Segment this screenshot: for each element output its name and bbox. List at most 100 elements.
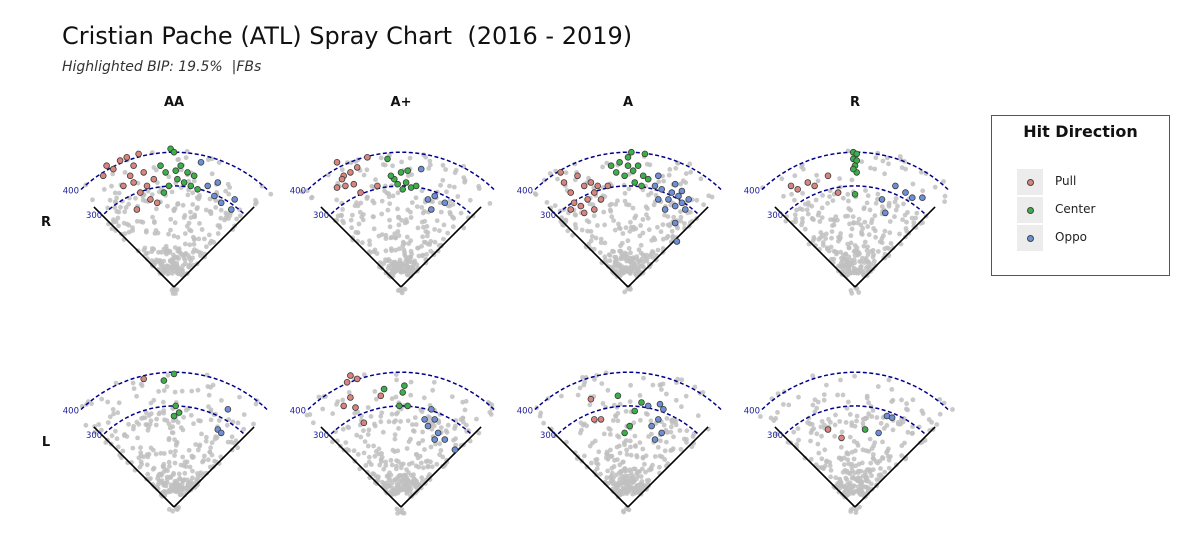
background-bip-point — [815, 441, 821, 447]
background-bip-point — [172, 245, 178, 251]
background-bip-point — [237, 213, 243, 219]
background-bip-point — [421, 239, 427, 245]
background-bip-point — [462, 178, 468, 183]
background-bip-point — [573, 212, 578, 218]
background-bip-point — [869, 473, 874, 479]
background-bip-point — [665, 430, 670, 435]
background-bip-point — [182, 241, 188, 247]
background-bip-point — [143, 251, 149, 257]
legend-label-pull: Pull — [1055, 174, 1077, 188]
background-bip-point — [851, 476, 857, 481]
background-bip-point — [760, 185, 766, 191]
background-bip-point — [415, 245, 420, 251]
background-bip-point — [196, 418, 202, 423]
background-bip-point — [122, 170, 128, 175]
background-bip-point — [860, 420, 866, 426]
background-bip-point — [172, 437, 178, 442]
background-bip-point — [678, 181, 683, 187]
background-bip-point — [638, 417, 643, 423]
background-bip-point — [384, 473, 390, 479]
outer-distance-arc-r-l — [761, 371, 949, 411]
center-marker-icon — [1027, 207, 1034, 214]
background-bip-point — [854, 413, 860, 419]
background-bip-point — [113, 380, 119, 386]
background-bip-point — [614, 268, 619, 274]
background-bip-point — [464, 428, 470, 434]
left-foul-line-r-l — [774, 426, 856, 508]
background-bip-point — [809, 216, 815, 221]
background-bip-point — [188, 209, 193, 215]
center-point — [399, 186, 407, 193]
background-bip-point — [183, 155, 189, 161]
background-bip-point — [588, 229, 594, 234]
background-bip-point — [361, 172, 367, 178]
background-bip-point — [237, 394, 242, 400]
background-bip-point — [860, 255, 865, 261]
oppo-point — [671, 202, 679, 210]
background-bip-point — [462, 407, 468, 413]
background-bip-point — [544, 200, 550, 205]
background-bip-point — [607, 258, 613, 264]
background-bip-point — [165, 271, 171, 277]
background-bip-point — [115, 215, 121, 221]
center-point — [638, 399, 645, 406]
background-bip-point — [827, 194, 832, 200]
background-bip-point — [190, 202, 196, 207]
background-bip-point — [354, 432, 360, 438]
background-bip-point — [840, 195, 846, 201]
background-bip-point — [661, 178, 666, 184]
background-bip-point — [623, 225, 629, 231]
center-point — [170, 148, 178, 156]
background-bip-point — [207, 449, 213, 455]
background-bip-point — [856, 216, 862, 222]
background-bip-point — [165, 264, 171, 270]
background-bip-point — [620, 231, 626, 236]
background-bip-point — [455, 194, 461, 199]
pull-point — [587, 395, 595, 403]
background-bip-point — [376, 446, 382, 452]
background-bip-point — [628, 382, 633, 388]
background-bip-point — [657, 453, 663, 459]
background-bip-point — [379, 454, 385, 460]
background-bip-point — [383, 463, 389, 468]
background-bip-point — [843, 485, 848, 491]
background-bip-point — [107, 414, 113, 420]
background-bip-point — [159, 261, 164, 266]
background-bip-point — [388, 246, 394, 252]
background-bip-point — [668, 429, 674, 435]
background-bip-point — [852, 423, 858, 429]
background-bip-point — [600, 164, 605, 170]
background-bip-point — [343, 440, 349, 445]
background-bip-point — [420, 429, 425, 435]
background-bip-point — [467, 197, 473, 203]
background-bip-point — [174, 489, 179, 495]
background-bip-point — [848, 233, 854, 239]
background-bip-point — [391, 419, 397, 425]
background-bip-point — [887, 219, 893, 224]
background-bip-point — [858, 485, 864, 491]
background-bip-point — [822, 422, 827, 428]
background-bip-point — [598, 236, 604, 242]
center-point — [404, 402, 412, 410]
background-bip-point — [433, 441, 438, 447]
background-bip-point — [604, 160, 610, 166]
background-bip-point — [644, 212, 649, 218]
background-bip-point — [130, 228, 136, 234]
background-bip-point — [111, 411, 116, 417]
background-bip-point — [90, 197, 95, 203]
background-bip-point — [872, 213, 878, 219]
background-bip-point — [856, 290, 862, 295]
left-foul-line-a-l — [547, 426, 629, 508]
background-bip-point — [165, 372, 171, 378]
background-bip-point — [178, 251, 184, 256]
background-bip-point — [865, 252, 871, 257]
background-bip-point — [202, 453, 207, 459]
background-bip-point — [597, 250, 603, 256]
background-bip-point — [800, 219, 805, 225]
background-bip-point — [859, 229, 864, 235]
background-bip-point — [822, 447, 828, 453]
background-bip-point — [821, 397, 827, 403]
background-bip-point — [572, 222, 578, 227]
background-bip-point — [547, 171, 553, 176]
background-bip-point — [584, 423, 590, 429]
